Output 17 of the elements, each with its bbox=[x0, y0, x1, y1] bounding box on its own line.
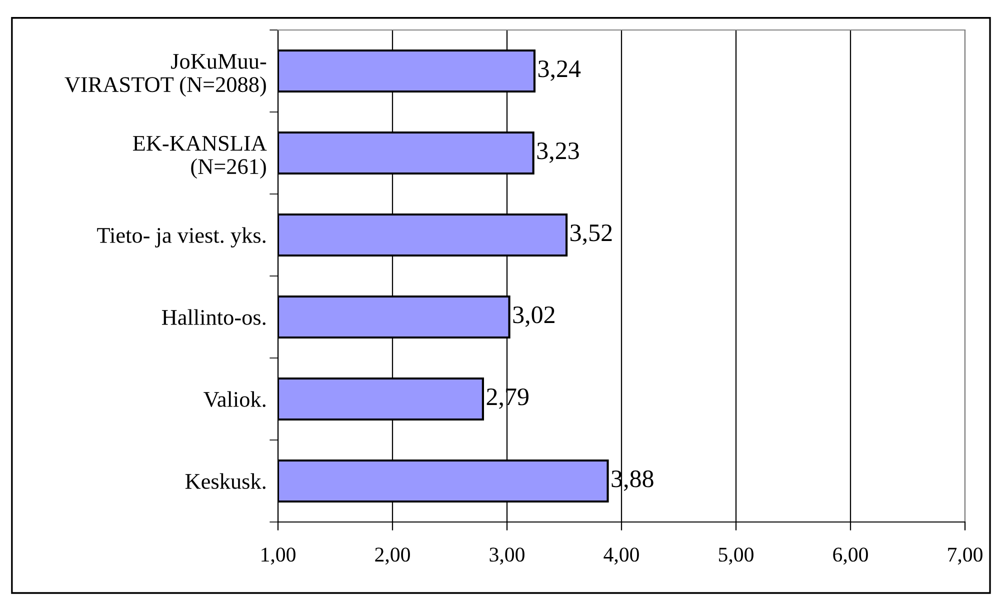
data-label: 3,52 bbox=[570, 224, 612, 245]
data-label: 3,23 bbox=[537, 142, 579, 163]
y-tick-label: Keskusk. bbox=[185, 473, 266, 490]
x-tick-label: 2,00 bbox=[375, 548, 410, 565]
x-tick-label: 7,00 bbox=[948, 548, 982, 565]
y-tick-label: Hallinto-os. bbox=[162, 309, 266, 326]
data-label: 3,24 bbox=[538, 60, 581, 81]
x-tick-label: 4,00 bbox=[604, 548, 639, 565]
data-label: 3,02 bbox=[513, 306, 554, 327]
y-tick-label: Valiok. bbox=[204, 391, 266, 408]
y-tick-label: Tieto- ja viest. yks. bbox=[97, 227, 266, 248]
y-tick-label: EK-KANSLIA (N=261) bbox=[132, 136, 267, 179]
x-tick-label: 6,00 bbox=[833, 548, 868, 565]
x-tick-label: 1,00 bbox=[262, 548, 296, 565]
y-tick-label: JoKuMuu- VIRASTOT (N=2088) bbox=[64, 54, 266, 97]
x-tick-label: 5,00 bbox=[718, 548, 754, 565]
x-tick-label: 3,00 bbox=[490, 548, 524, 565]
